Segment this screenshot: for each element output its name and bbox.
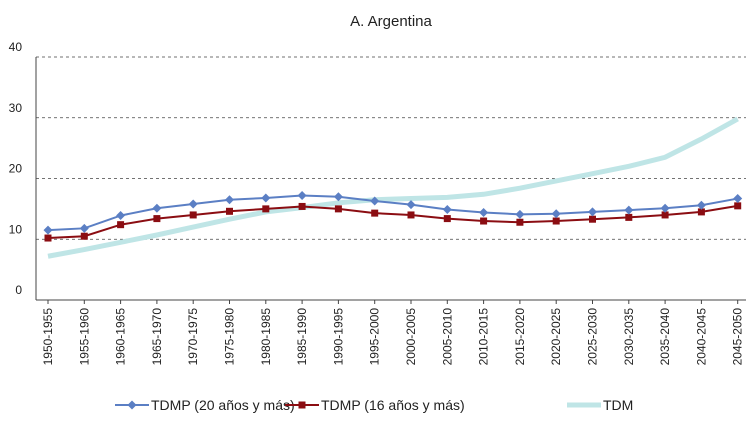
marker <box>406 200 416 210</box>
marker <box>589 215 596 223</box>
marker <box>696 200 706 210</box>
marker <box>116 211 126 221</box>
series-line <box>47 204 738 240</box>
x-tick-label: 1990-1995 <box>331 308 345 366</box>
x-tick-label: 2035-2040 <box>658 308 672 366</box>
y-tick-label: 40 <box>9 40 23 54</box>
marker <box>442 204 452 214</box>
x-tick-label: 1950-1955 <box>41 308 55 366</box>
legend-item: TDM <box>567 397 633 413</box>
marker <box>225 195 234 205</box>
x-tick-label: 2015-2020 <box>513 308 527 366</box>
marker <box>407 211 415 219</box>
x-tick-label: 1985-1990 <box>295 308 309 366</box>
marker <box>43 225 53 235</box>
legend-label: TDMP (20 años y más) <box>151 397 295 413</box>
y-tick-label: 0 <box>15 283 22 297</box>
x-tick-label: 1965-1970 <box>150 308 164 366</box>
marker <box>370 196 380 206</box>
marker <box>261 193 271 203</box>
marker <box>552 217 560 225</box>
marker <box>333 192 343 202</box>
legend-item: TDMP (16 años y más) <box>285 397 465 413</box>
marker <box>262 205 270 213</box>
legend-marker <box>127 400 137 410</box>
marker <box>660 203 670 213</box>
marker <box>334 205 342 213</box>
marker <box>661 211 669 219</box>
x-tick-label: 1955-1960 <box>77 308 91 366</box>
x-tick-label: 2005-2010 <box>440 308 454 366</box>
y-tick-label: 10 <box>9 222 23 236</box>
marker <box>226 207 233 215</box>
marker <box>44 234 52 242</box>
x-tick-label: 1975-1980 <box>223 308 237 366</box>
x-tick-label: 2000-2005 <box>404 308 418 366</box>
marker <box>189 211 197 219</box>
y-tick-label: 20 <box>9 162 23 176</box>
x-tick-label: 1995-2000 <box>368 308 382 366</box>
marker <box>625 213 633 221</box>
legend-label: TDM <box>603 397 633 413</box>
marker <box>443 215 451 223</box>
y-tick-label: 30 <box>9 101 23 115</box>
marker <box>734 202 742 210</box>
marker <box>516 218 524 226</box>
x-tick-label: 2040-2045 <box>694 308 708 366</box>
x-tick-label: 2020-2025 <box>549 308 563 366</box>
marker <box>588 207 597 217</box>
chart-title: A. Argentina <box>350 13 432 30</box>
marker <box>79 223 89 233</box>
marker <box>515 209 525 219</box>
marker <box>117 221 125 229</box>
marker <box>297 191 307 201</box>
x-tick-label: 2010-2015 <box>477 308 491 366</box>
marker <box>298 202 306 210</box>
marker <box>188 199 198 209</box>
x-tick-label: 1960-1965 <box>114 308 128 366</box>
marker <box>152 203 162 213</box>
marker <box>624 205 634 215</box>
marker <box>480 217 488 225</box>
legend-marker <box>298 401 306 409</box>
x-tick-label: 2045-2050 <box>731 308 745 366</box>
x-tick-label: 1980-1985 <box>259 308 273 366</box>
legend-item: TDMP (20 años y más) <box>115 397 295 413</box>
marker <box>153 215 161 223</box>
x-tick-label: 2030-2035 <box>622 308 636 366</box>
marker <box>479 208 489 218</box>
x-tick-label: 1970-1975 <box>186 308 200 366</box>
x-tick-label: 2025-2030 <box>586 308 600 366</box>
marker <box>551 209 561 219</box>
marker <box>733 194 743 204</box>
series-line <box>47 116 739 259</box>
marker <box>697 208 705 216</box>
marker <box>80 232 88 240</box>
series-line <box>47 194 738 232</box>
marker <box>371 209 379 217</box>
legend-label: TDMP (16 años y más) <box>321 397 465 413</box>
